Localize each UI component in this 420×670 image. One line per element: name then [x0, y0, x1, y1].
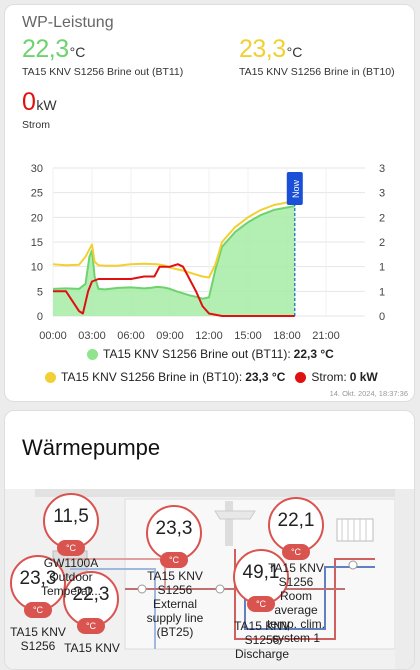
- x-tick: 18:00: [273, 330, 301, 342]
- sensor-unit: °C: [69, 44, 86, 60]
- bubble-unit: °C: [282, 544, 310, 560]
- waermepumpe-card: Wärmepumpe 11,5 °C 2: [4, 410, 415, 670]
- temp-bubble-supply-line[interactable]: 23,3 °C: [146, 505, 202, 568]
- legend-dot-brine-in[interactable]: [45, 371, 56, 383]
- y-tick-right: 3: [379, 188, 385, 200]
- x-tick: 03:00: [78, 330, 106, 342]
- legend-value: 22,3 °C: [293, 347, 334, 361]
- y-tick-left: 30: [31, 163, 43, 175]
- series-line-2: [53, 263, 295, 317]
- timestamp: 14. Okt. 2024, 18:37:36: [329, 389, 408, 398]
- sensor-brine-in[interactable]: 23,3°C TA15 KNV S1256 Brine in (BT10): [239, 35, 395, 78]
- y-tick-left: 10: [31, 262, 43, 274]
- bubble-value: 22,3: [72, 584, 110, 605]
- wp-leistung-card: WP-Leistung 22,3°C TA15 KNV S1256 Brine …: [4, 4, 415, 402]
- label-supply-line: TA15 KNV S1256 External supply line (BT2…: [146, 569, 204, 639]
- label-room-average: TA15 KNV S1256 Room average temp. clim. …: [266, 561, 325, 645]
- temp-bubble-discharge[interactable]: 49,1 °C: [233, 549, 289, 612]
- label-discharge: TA15 KNV S1256 Discharge: [234, 619, 290, 661]
- legend-name: TA15 KNV S1256 Brine out (BT11):: [103, 347, 291, 361]
- legend-value: 0 kW: [349, 370, 378, 384]
- legend-row-1: TA15 KNV S1256 Brine out (BT11): 22,3 °C: [87, 347, 334, 361]
- legend-name: Strom:: [311, 370, 347, 384]
- now-marker: [286, 172, 303, 205]
- bubble-unit: °C: [77, 618, 105, 634]
- temp-bubble-brine-out[interactable]: 22,3 °C: [63, 571, 119, 634]
- y-tick-left: 25: [31, 188, 43, 200]
- x-tick: 21:00: [312, 330, 340, 342]
- label-brine-in: TA15 KNV S1256: [10, 625, 66, 653]
- y-tick-left: 20: [31, 212, 43, 224]
- y-tick-right: 2: [379, 237, 385, 249]
- bubble-value: 22,1: [277, 510, 315, 531]
- y-tick-right: 2: [379, 212, 385, 224]
- sensor-brine-out[interactable]: 22,3°C TA15 KNV S1256 Brine out (BT11): [22, 35, 183, 78]
- bubble-value: 23,3: [19, 568, 57, 589]
- sensor-strom[interactable]: 0kW Strom: [22, 88, 57, 131]
- x-tick: 12:00: [195, 330, 223, 342]
- bubble-unit: °C: [57, 540, 85, 556]
- heat-pump-diagram: 11,5 °C 23,3 °C 22,1 °C 23,3 °C 22,3 °C …: [5, 489, 414, 669]
- temp-bubble-room-average[interactable]: 22,1 °C: [268, 497, 324, 560]
- legend-row-2: TA15 KNV S1256 Brine in (BT10): 23,3 °C S…: [45, 370, 378, 384]
- sensor-value: 22,3: [22, 35, 69, 63]
- x-tick: 15:00: [234, 330, 262, 342]
- y-tick-left: 15: [31, 237, 43, 249]
- x-tick: 06:00: [117, 330, 145, 342]
- temp-bubble-outdoor[interactable]: 11,5 °C: [43, 493, 99, 556]
- series-line-1: [52, 200, 295, 279]
- x-tick: 09:00: [156, 330, 184, 342]
- bubble-value: 23,3: [155, 518, 193, 539]
- y-tick-right: 1: [379, 262, 385, 274]
- label-outdoor: GW1100A Outdoor Temperat...: [40, 556, 102, 598]
- sensor-value: 0: [22, 88, 36, 116]
- bubble-value: 11,5: [53, 506, 89, 527]
- y-tick-right: 1: [379, 286, 385, 298]
- sensor-value: 23,3: [239, 35, 286, 63]
- bubble-value: 49,1: [242, 562, 280, 583]
- temp-bubble-brine-in[interactable]: 23,3 °C: [10, 555, 66, 618]
- series-line-0: [52, 205, 295, 300]
- label-brine-out: TA15 KNV: [64, 641, 120, 655]
- bubble-unit: °C: [247, 596, 275, 612]
- power-chart[interactable]: 0 0 5 1 10 1 15 2 20 2 25 3 30 3 00:00 03:00 06:00 09:00 1…: [5, 155, 415, 345]
- y-tick-right: 0: [379, 311, 385, 323]
- legend-value: 23,3 °C: [245, 370, 286, 384]
- card-title: WP-Leistung: [22, 14, 114, 31]
- card-title: Wärmepumpe: [22, 435, 161, 460]
- legend-dot-brine-out[interactable]: [87, 348, 98, 360]
- x-tick: 00:00: [39, 330, 67, 342]
- now-label: Now: [291, 180, 301, 199]
- sensor-label: TA15 KNV S1256 Brine in (BT10): [239, 66, 395, 78]
- y-tick-left: 0: [37, 311, 43, 323]
- sensor-unit: kW: [36, 97, 57, 113]
- sensor-label: Strom: [22, 119, 51, 131]
- sensor-unit: °C: [286, 44, 303, 60]
- sensor-label: TA15 KNV S1256 Brine out (BT11): [22, 66, 184, 78]
- legend-dot-strom[interactable]: [295, 371, 307, 383]
- y-tick-right: 3: [379, 163, 385, 175]
- y-tick-left: 5: [37, 286, 43, 298]
- bubble-unit: °C: [160, 552, 188, 568]
- legend-name: TA15 KNV S1256 Brine in (BT10):: [61, 370, 243, 384]
- bubble-unit: °C: [24, 602, 52, 618]
